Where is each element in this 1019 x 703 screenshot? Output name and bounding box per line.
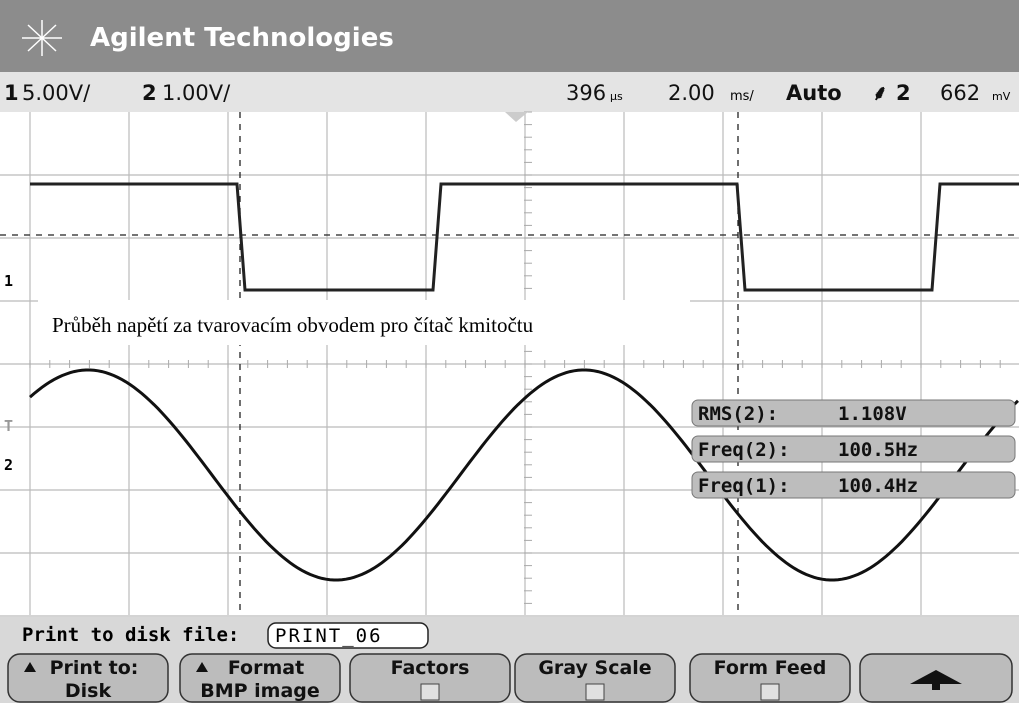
softkey-arrow-bar bbox=[932, 684, 940, 690]
measurements: RMS(2): 1.108V Freq(2): 100.5Hz Freq(1): 100.… bbox=[691, 399, 1016, 499]
timebase: 2.00 bbox=[668, 81, 715, 105]
ch1-scale: 5.00V/ bbox=[22, 81, 91, 105]
measurement-value: 100.5Hz bbox=[838, 439, 918, 461]
ch1-number: 1 bbox=[4, 81, 19, 105]
softkey-label: Form Feed bbox=[714, 657, 827, 679]
measurement-box bbox=[691, 471, 1016, 499]
ch1-marker: 1 bbox=[4, 272, 13, 290]
measurement-value: 100.4Hz bbox=[838, 475, 918, 497]
measurement-label: Freq(2): bbox=[698, 439, 790, 461]
trigger-marker: T bbox=[4, 417, 13, 435]
softkey-label: Disk bbox=[65, 680, 112, 702]
softkey-indicator bbox=[420, 683, 440, 701]
timebase-unit: ms/ bbox=[730, 89, 754, 104]
trigger-mode: Auto bbox=[786, 81, 842, 105]
delay: 396 bbox=[566, 81, 606, 105]
file-name-box[interactable] bbox=[267, 622, 429, 649]
ch2-marker: 2 bbox=[4, 456, 13, 474]
softkey-indicator bbox=[760, 683, 780, 701]
title-bar bbox=[0, 0, 1019, 72]
softkey[interactable] bbox=[179, 653, 341, 703]
softkey-label: Print to: bbox=[50, 657, 139, 679]
measurement-label: Freq(1): bbox=[698, 475, 790, 497]
softkey-arrow bbox=[24, 662, 36, 672]
softkey-arrow bbox=[910, 670, 962, 684]
status-bar bbox=[0, 72, 1019, 112]
softkey[interactable] bbox=[514, 653, 676, 703]
annotation-box bbox=[38, 300, 690, 345]
brand: Agilent Technologies bbox=[90, 23, 394, 53]
softkey[interactable] bbox=[7, 653, 169, 703]
file-name: PRINT_06 bbox=[275, 625, 383, 647]
measurement-box bbox=[691, 399, 1016, 427]
softkey-arrow bbox=[196, 662, 208, 672]
measurement-label: RMS(2): bbox=[698, 403, 778, 425]
trigger-source: 2 bbox=[896, 81, 911, 105]
logo bbox=[22, 20, 62, 56]
softkey[interactable] bbox=[689, 653, 851, 703]
ch2-scale: 1.00V/ bbox=[162, 81, 231, 105]
ch2-number: 2 bbox=[142, 81, 157, 105]
delay-unit: µs bbox=[610, 90, 623, 103]
softkey-indicator bbox=[585, 683, 605, 701]
annotation: Průběh napětí za tvarovacím obvodem pro … bbox=[52, 313, 534, 337]
ch1-waveform bbox=[30, 182, 1019, 292]
softkey-label: Factors bbox=[391, 657, 470, 679]
softkey-label: Gray Scale bbox=[538, 657, 651, 679]
softkey-label: Format bbox=[228, 657, 304, 679]
trigger-slope: ⸙ bbox=[872, 81, 888, 105]
softkey[interactable] bbox=[349, 653, 511, 703]
trigger-unit: mV bbox=[992, 90, 1011, 103]
trigger-level: 662 bbox=[940, 81, 980, 105]
softkey-label: BMP image bbox=[200, 680, 320, 702]
measurement-value: 1.108V bbox=[838, 403, 907, 425]
cursors bbox=[0, 112, 1019, 615]
print-label: Print to disk file: bbox=[22, 624, 239, 646]
trigger-position bbox=[505, 112, 528, 122]
ch2-waveform bbox=[29, 368, 1019, 582]
measurement-box bbox=[691, 435, 1016, 463]
